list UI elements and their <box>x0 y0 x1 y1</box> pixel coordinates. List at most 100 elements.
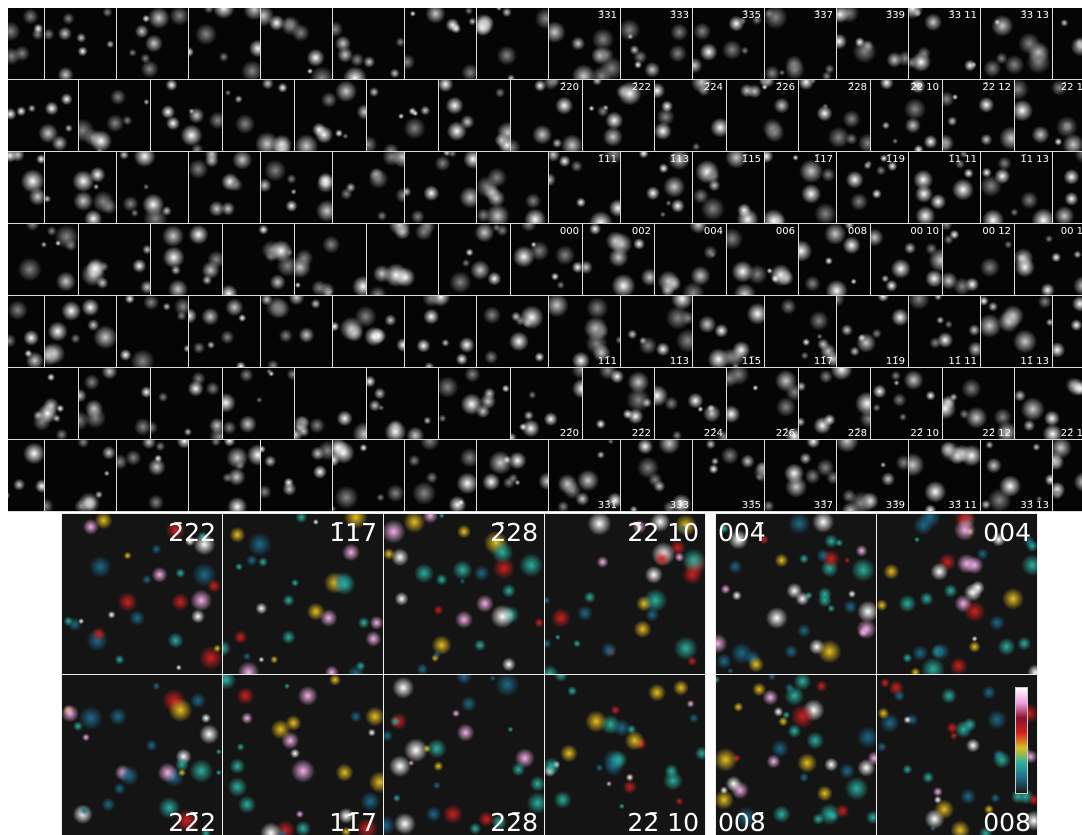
tile <box>332 8 405 80</box>
tile: 1̄11 <box>548 151 621 224</box>
tile <box>476 439 549 512</box>
tile: 3̄3 13 <box>980 8 1053 80</box>
tile <box>1052 439 1082 512</box>
tile-label: 33̄ 13 <box>1020 500 1049 511</box>
tile-label: 3̄31 <box>597 10 617 21</box>
tile-label: 11̄ 13 <box>1020 356 1049 367</box>
tile: 3̄31 <box>548 8 621 80</box>
tile-label: 22̄0 <box>559 428 579 439</box>
tile <box>476 8 549 80</box>
tile <box>150 79 223 152</box>
tile-label: 2̄24 <box>703 82 723 93</box>
tile <box>438 79 511 152</box>
tile <box>332 439 405 512</box>
tile: 002 <box>582 223 655 296</box>
tile <box>1052 8 1082 80</box>
tile: 006 <box>726 223 799 296</box>
detail-label: 2̄22 <box>168 518 216 547</box>
tile: 22̄0 <box>510 367 583 440</box>
tile: 22̄4 <box>654 367 727 440</box>
tile-label: 22̄2 <box>631 428 651 439</box>
tile-label: 000 <box>559 226 579 237</box>
detail-label: 22̄2 <box>168 808 216 835</box>
tile-label: 3̄39 <box>885 10 905 21</box>
colorbar <box>1015 687 1028 794</box>
tile: 11̄3 <box>620 295 693 368</box>
tile <box>188 151 261 224</box>
tile-label: 33̄3 <box>669 500 689 511</box>
tile <box>294 367 367 440</box>
tile: 00 10 <box>870 223 943 296</box>
tile <box>404 151 477 224</box>
tile <box>8 79 79 152</box>
tile: 00 12 <box>942 223 1015 296</box>
tile: 11̄7 <box>764 295 837 368</box>
tile-label: 00 12 <box>982 226 1011 237</box>
tile: 3̄33 <box>620 8 693 80</box>
tile <box>8 223 79 296</box>
tile <box>116 439 189 512</box>
detail-tile: 008̄ <box>715 674 877 835</box>
tile <box>438 367 511 440</box>
detail-tile: 22̄8 <box>383 674 545 835</box>
detail-label: 004 <box>983 518 1031 547</box>
detail-label: 2̄2 10 <box>627 518 699 547</box>
tile: 33̄ 13 <box>980 439 1053 512</box>
detail-tile: 2̄2 10 <box>544 513 706 675</box>
tile <box>294 79 367 152</box>
tile-label: 22̄ 1 <box>1060 428 1082 439</box>
tile-label: 11̄5 <box>741 356 761 367</box>
tile <box>294 223 367 296</box>
tile <box>404 295 477 368</box>
tile <box>438 223 511 296</box>
detail-label: 004̄ <box>718 518 766 547</box>
tile-label: 22̄ 12 <box>982 428 1011 439</box>
detail-tile: 004 <box>876 513 1038 675</box>
detail-label: 008 <box>983 808 1031 835</box>
tile <box>476 151 549 224</box>
tile-label: 1̄17 <box>813 154 833 165</box>
tile-label: 11̄ 11 <box>948 356 977 367</box>
tile: 11̄9 <box>836 295 909 368</box>
tile: 33̄3 <box>620 439 693 512</box>
tile <box>116 8 189 80</box>
tile-label: 2̄22 <box>631 82 651 93</box>
tile <box>332 295 405 368</box>
tile <box>8 8 45 80</box>
tile-label: 2̄2 10 <box>910 82 939 93</box>
tile-label: 33̄9 <box>885 500 905 511</box>
tile: 33̄7 <box>764 439 837 512</box>
detail-label: 22̄8 <box>490 808 538 835</box>
tile: 1̄13 <box>620 151 693 224</box>
tile-label: 006 <box>775 226 795 237</box>
detail-tile: 22̄ 10 <box>544 674 706 835</box>
tile-label: 2̄26 <box>775 82 795 93</box>
tile <box>188 8 261 80</box>
tile <box>78 223 151 296</box>
tile-label: 3̄37 <box>813 10 833 21</box>
tile <box>476 295 549 368</box>
tile-label: 22̄ 10 <box>910 428 939 439</box>
tile: 2̄2 10 <box>870 79 943 152</box>
detail-tile: 2̄28 <box>383 513 545 675</box>
tile <box>260 295 333 368</box>
tile <box>8 367 79 440</box>
tile <box>44 151 117 224</box>
detail-label: 11̄7 <box>329 808 377 835</box>
tile-label: 33̄5 <box>741 500 761 511</box>
tile-label: 22̄4 <box>703 428 723 439</box>
tile: 33̄1 <box>548 439 621 512</box>
tile-label: 00 10 <box>910 226 939 237</box>
tile: 11̄1 <box>548 295 621 368</box>
tile-label: 002 <box>631 226 651 237</box>
tile: 2̄24 <box>654 79 727 152</box>
tile: 3̄37 <box>764 8 837 80</box>
tile <box>8 439 45 512</box>
tile: 22̄8 <box>798 367 871 440</box>
tile-label: 2̄20 <box>559 82 579 93</box>
tile <box>222 223 295 296</box>
detail-tile: 22̄2 <box>61 674 223 835</box>
tile <box>150 367 223 440</box>
tile: 1̄15 <box>692 151 765 224</box>
